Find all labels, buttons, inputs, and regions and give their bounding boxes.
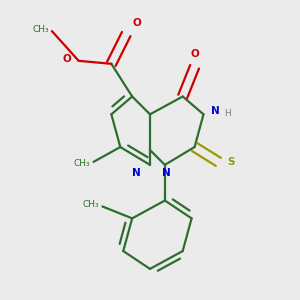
Text: N: N (162, 168, 171, 178)
Text: S: S (227, 157, 235, 167)
Text: N: N (211, 106, 220, 116)
Text: O: O (62, 54, 71, 64)
Text: CH₃: CH₃ (74, 159, 91, 168)
Text: H: H (224, 109, 230, 118)
Text: N: N (132, 168, 141, 178)
Text: O: O (132, 18, 141, 28)
Text: O: O (190, 49, 199, 59)
Text: CH₃: CH₃ (83, 200, 100, 209)
Text: CH₃: CH₃ (32, 25, 49, 34)
